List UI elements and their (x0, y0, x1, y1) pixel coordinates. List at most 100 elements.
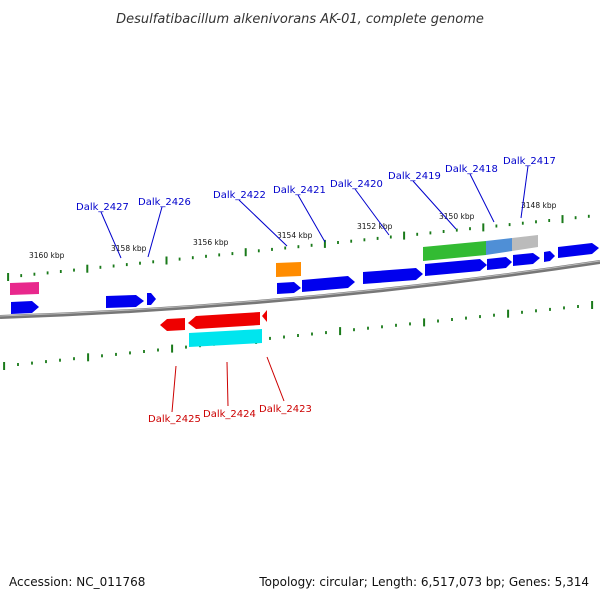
outer-major-tick (482, 223, 485, 232)
outer-minor-tick (271, 247, 273, 251)
outer-major-tick (403, 231, 406, 240)
inner-major-tick (591, 301, 594, 309)
inner-minor-tick (577, 305, 579, 308)
cds-arrow-2424[interactable] (188, 312, 260, 329)
cds-arrow-2419[interactable] (425, 259, 487, 276)
gene-label-2426[interactable]: Dalk_2426 (138, 197, 191, 208)
orange-feature[interactable] (276, 262, 301, 277)
inner-minor-tick (157, 348, 159, 352)
cds-arrow-2418[interactable] (487, 257, 512, 270)
outer-minor-tick (521, 221, 524, 225)
outer-minor-tick (416, 232, 419, 236)
inner-minor-tick (493, 313, 495, 317)
inner-minor-tick (395, 323, 397, 327)
leader-2419 (412, 180, 457, 230)
inner-minor-tick (269, 336, 271, 340)
leader-2420 (354, 188, 390, 236)
grey-feature[interactable] (512, 235, 538, 251)
inner-minor-tick (73, 357, 75, 361)
kbp-label-3148: 3148 kbp (521, 201, 557, 210)
inner-minor-tick (409, 322, 411, 326)
leader-2417 (520, 165, 529, 219)
cyan-feature[interactable] (189, 329, 262, 347)
inner-minor-tick (521, 310, 523, 314)
inner-minor-tick (185, 345, 187, 349)
outer-minor-tick (363, 238, 366, 242)
outer-major-tick (244, 248, 247, 257)
outer-minor-tick (535, 220, 537, 224)
gene-label-2423[interactable]: Dalk_2423 (259, 404, 312, 415)
cds-arrow-2426b[interactable] (147, 293, 156, 305)
genome-summary-text: Topology: circular; Length: 6,517,073 bp… (258, 575, 589, 589)
cds-arrow-2427[interactable] (11, 301, 39, 314)
outer-major-tick (561, 215, 564, 224)
forward-features-top (10, 235, 538, 295)
inner-major-tick (3, 362, 6, 370)
inner-minor-tick (437, 319, 439, 323)
green-feature[interactable] (423, 241, 486, 261)
outer-minor-tick (297, 245, 300, 249)
kbp-label-3160: 3160 kbp (29, 251, 65, 260)
outer-minor-tick (455, 228, 458, 232)
cds-arrow-2422[interactable] (277, 282, 301, 294)
leader-2423 (266, 356, 285, 402)
cds-arrow-2417b[interactable] (544, 251, 555, 262)
inner-major-tick (507, 309, 510, 318)
gene-label-2421[interactable]: Dalk_2421 (273, 185, 326, 196)
gene-label-2422[interactable]: Dalk_2422 (213, 190, 266, 201)
gene-label-2425[interactable]: Dalk_2425 (148, 414, 201, 425)
cds-arrow-2426a[interactable] (106, 295, 144, 308)
inner-major-tick (171, 344, 174, 353)
inner-minor-tick (325, 331, 327, 335)
outer-minor-tick (218, 253, 221, 257)
outer-minor-tick (125, 263, 128, 267)
gene-label-2424[interactable]: Dalk_2424 (203, 409, 256, 420)
outer-minor-tick (257, 249, 260, 253)
forward-cds-row (11, 243, 599, 314)
inner-minor-tick (101, 354, 103, 358)
steel-blue-feature[interactable] (486, 238, 512, 255)
leader-2424 (226, 361, 229, 407)
inner-minor-tick (479, 315, 481, 319)
outer-minor-tick (20, 274, 23, 278)
gene-label-2417[interactable]: Dalk_2417 (503, 156, 556, 167)
outer-minor-tick (33, 272, 36, 276)
cds-arrow-end[interactable] (558, 243, 599, 258)
outer-minor-tick (442, 230, 445, 233)
inner-minor-tick (535, 309, 537, 313)
outer-minor-tick (310, 243, 313, 247)
cds-arrow-2417a[interactable] (513, 253, 540, 266)
outer-minor-tick (59, 270, 62, 273)
reverse-gene-labels: Dalk_2425 Dalk_2424 Dalk_2423 (148, 356, 312, 425)
cds-arrow-2425[interactable] (160, 318, 185, 331)
outer-minor-tick (139, 261, 141, 265)
outer-minor-tick (99, 265, 102, 269)
inner-minor-tick (45, 360, 47, 364)
kbp-scale: 3160 kbp 3158 kbp 3156 kbp 3154 kbp 3152… (29, 201, 557, 260)
inner-minor-tick (451, 318, 453, 321)
inner-minor-tick (367, 326, 369, 330)
gene-label-2420[interactable]: Dalk_2420 (330, 179, 383, 190)
outer-minor-tick (191, 256, 194, 260)
outer-minor-tick (205, 254, 207, 258)
leader-2421 (297, 194, 326, 243)
cds-arrow-2421[interactable] (302, 276, 355, 292)
genome-backbone-highlight (0, 260, 600, 317)
cds-arrow-2420[interactable] (363, 268, 423, 284)
inner-minor-tick (143, 350, 145, 353)
accession-text: Accession: NC_011768 (9, 575, 145, 589)
leader-2426 (147, 206, 163, 258)
inner-minor-tick (59, 358, 61, 362)
gene-label-2427[interactable]: Dalk_2427 (76, 202, 129, 213)
gene-label-2419[interactable]: Dalk_2419 (388, 171, 441, 182)
outer-minor-tick (389, 235, 392, 239)
pink-feature[interactable] (10, 282, 39, 295)
gene-label-2418[interactable]: Dalk_2418 (445, 164, 498, 175)
outer-tick-row (7, 214, 590, 281)
cds-arrow-2423[interactable] (262, 310, 267, 322)
outer-minor-tick (152, 260, 155, 264)
kbp-label-3152: 3152 kbp (357, 222, 393, 231)
inner-minor-tick (31, 361, 33, 365)
outer-minor-tick (284, 246, 287, 250)
